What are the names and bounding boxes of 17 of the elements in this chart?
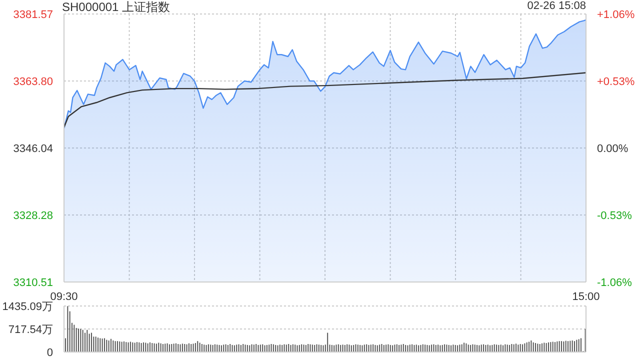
chart-title: SH000001 上证指数 [62,0,170,16]
y-tick-label: 3363.80 [13,76,53,88]
x-tick-label: 09:30 [50,291,78,303]
y2-tick-label: 0.00% [597,143,628,155]
y2-tick-label: -1.06% [597,277,632,289]
y-tick-label: 717.54万 [8,324,53,336]
y-tick-label: 3310.51 [13,277,53,289]
y-tick-label: 0 [46,347,53,359]
y-tick-label: 1435.09万 [2,301,53,313]
y2-tick-label: +1.06% [597,9,635,21]
y2-tick-label: +0.53% [597,76,635,88]
y-tick-label: 3381.57 [13,9,53,21]
text: 02-26 15:08 [527,0,586,12]
y-tick-label: 3328.28 [13,210,53,222]
y2-tick-label: -0.53% [597,210,632,222]
y-tick-label: 3346.04 [13,143,53,155]
x-tick-label: 15:00 [572,291,600,303]
